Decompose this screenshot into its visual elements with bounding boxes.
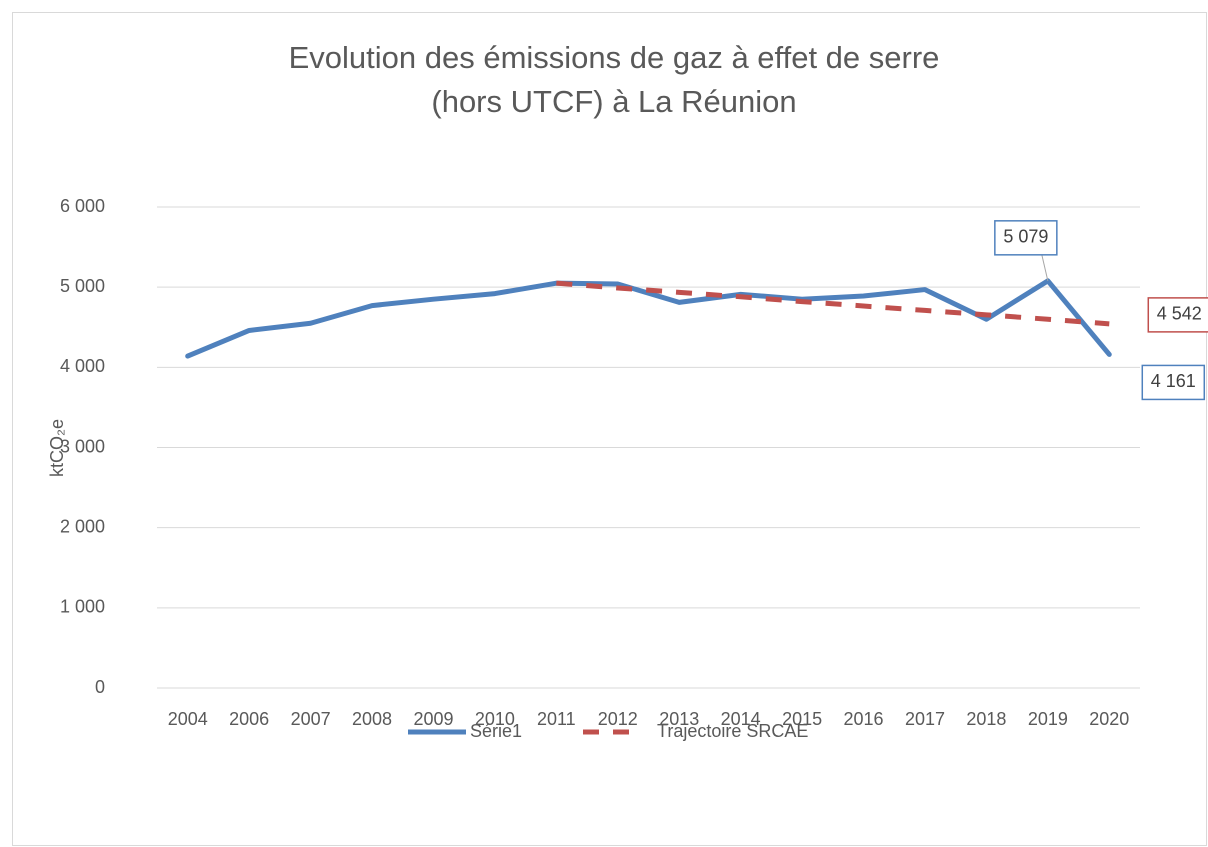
x-tick-label: 2014	[721, 709, 761, 729]
x-tick-label: 2006	[229, 709, 269, 729]
y-tick-label: 5 000	[60, 276, 105, 296]
x-tick-label: 2018	[966, 709, 1006, 729]
x-tick-label: 2020	[1089, 709, 1129, 729]
x-tick-label: 2011	[537, 709, 576, 729]
y-tick-label: 4 000	[60, 356, 105, 376]
x-tick-label: 2009	[413, 709, 453, 729]
data-label-box	[994, 220, 1058, 256]
data-label-box	[1141, 364, 1206, 401]
series-line	[556, 280, 1110, 327]
x-tick-label: 2008	[352, 709, 392, 729]
y-tick-label: 2 000	[60, 516, 105, 536]
y-tick-label: 6 000	[60, 196, 105, 216]
chart-border	[12, 12, 1207, 846]
leader-line	[1041, 254, 1049, 281]
data-label-box	[1147, 297, 1208, 333]
y-tick-label: 1 000	[60, 597, 105, 617]
x-tick-label: 2016	[844, 709, 884, 729]
x-tick-label: 2013	[659, 709, 699, 729]
x-tick-label: 2017	[905, 709, 945, 729]
x-tick-label: 2015	[782, 709, 822, 729]
x-tick-label: 2019	[1028, 709, 1068, 729]
y-tick-label: 0	[95, 677, 105, 697]
x-tick-label: 2010	[475, 709, 515, 729]
x-tick-label: 2004	[168, 709, 208, 729]
x-tick-label: 2007	[291, 709, 331, 729]
y-axis-label: ktCO₂e	[47, 419, 67, 477]
data-label: 4 542	[1157, 304, 1202, 324]
series-line	[185, 278, 1112, 359]
x-tick-label: 2012	[598, 709, 638, 729]
chart-title: (hors UTCF) à La Réunion	[431, 84, 796, 119]
chart-title: Evolution des émissions de gaz à effet d…	[289, 40, 940, 75]
data-label: 4 161	[1151, 371, 1196, 391]
y-tick-label: 3 000	[60, 436, 105, 456]
legend-label: Série1	[470, 721, 522, 741]
data-label: 5 079	[1003, 227, 1048, 247]
legend-label: Trajectoire SRCAE	[657, 721, 808, 741]
